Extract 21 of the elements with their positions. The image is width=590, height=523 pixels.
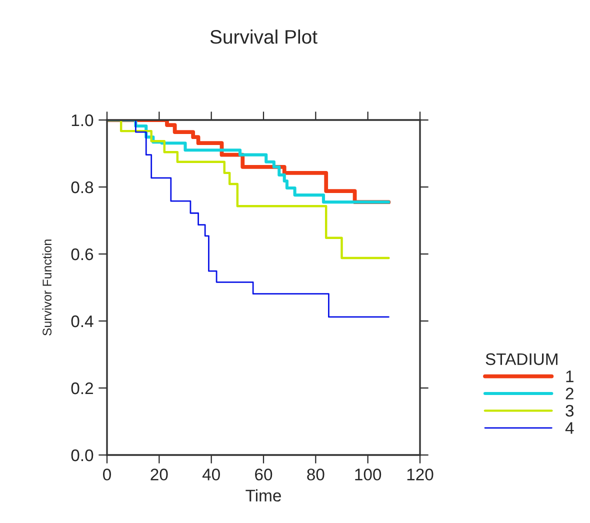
legend-label: 4 (565, 422, 574, 434)
y-tick-label: 1.0 (72, 114, 94, 126)
x-tick-label: 100 (355, 468, 382, 480)
x-tick-label: 80 (307, 468, 324, 480)
y-tick-label: 0.0 (71, 449, 94, 462)
legend-label: 1 (566, 370, 574, 382)
x-tick-label: 20 (150, 468, 168, 480)
y-tick-label: 0.8 (71, 181, 94, 194)
x-tick-label: 0 (103, 468, 111, 480)
legend-title: STADIUM (486, 353, 558, 366)
x-tick-label: 120 (407, 468, 434, 480)
x-tick-label: 60 (255, 468, 272, 480)
y-tick-label: 0.2 (71, 382, 93, 394)
chart-title: Survival Plot (210, 30, 318, 44)
x-axis-title: Time (246, 489, 281, 502)
y-axis-title: Survivor Function (42, 240, 52, 336)
legend-label: 3 (566, 404, 574, 417)
y-tick-label: 0.4 (71, 315, 94, 328)
y-tick-label: 0.6 (71, 248, 94, 260)
legend-label: 2 (566, 388, 574, 400)
x-tick-label: 40 (202, 468, 220, 480)
